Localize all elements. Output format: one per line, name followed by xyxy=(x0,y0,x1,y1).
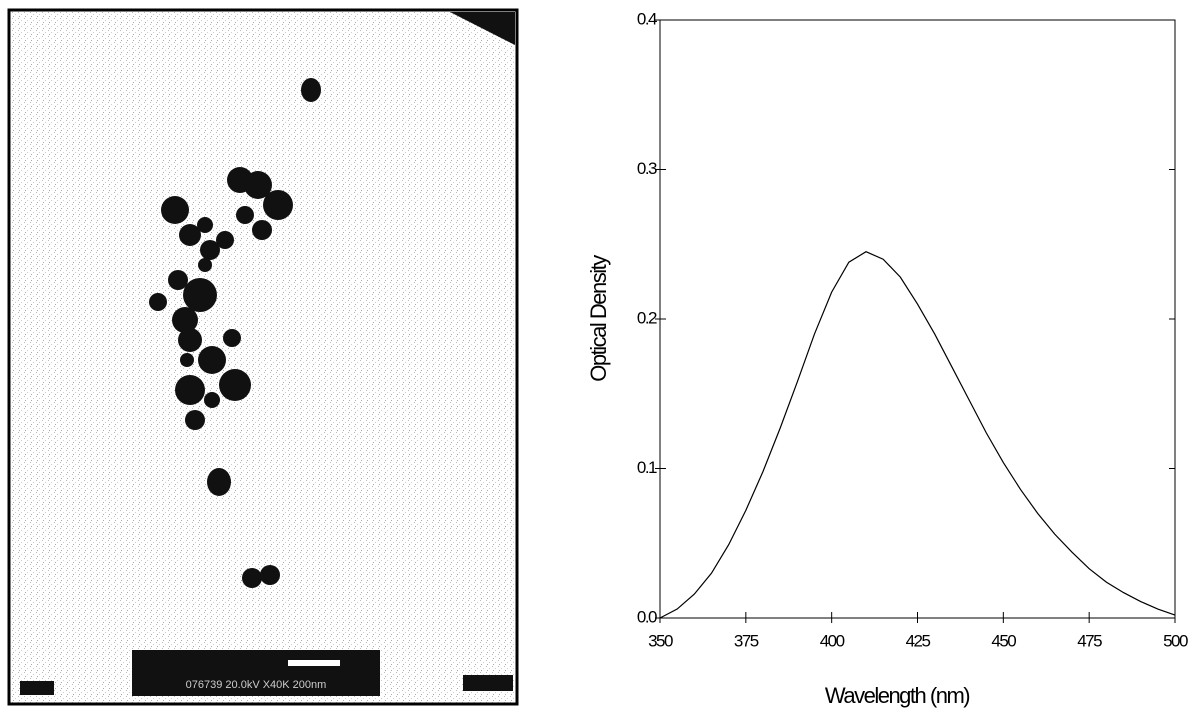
y-tick-label: 0.3 xyxy=(637,159,657,178)
image-label: 076739 20.0kV X40K 200nm xyxy=(186,679,327,691)
x-tick-label: 400 xyxy=(820,631,845,650)
y-tick-label: 0.0 xyxy=(637,607,657,626)
y-tick-label: 0.4 xyxy=(637,9,657,28)
x-tick-label: 425 xyxy=(906,631,931,650)
y-tick-label: 0.2 xyxy=(637,308,657,327)
micrograph: 076739 20.0kV X40K 200nm xyxy=(7,8,519,706)
y-tick-label: 0.1 xyxy=(637,458,657,477)
x-tick-label: 500 xyxy=(1163,631,1188,650)
x-tick-label: 375 xyxy=(734,631,759,650)
data-line xyxy=(659,251,1176,619)
x-tick-label: 475 xyxy=(1077,631,1102,650)
x-tick-label: 350 xyxy=(648,631,673,650)
x-tick-label: 450 xyxy=(991,631,1016,650)
x-axis-label: Wavelength (nm) xyxy=(825,683,969,708)
y-axis-label: Optical Density xyxy=(586,255,611,382)
